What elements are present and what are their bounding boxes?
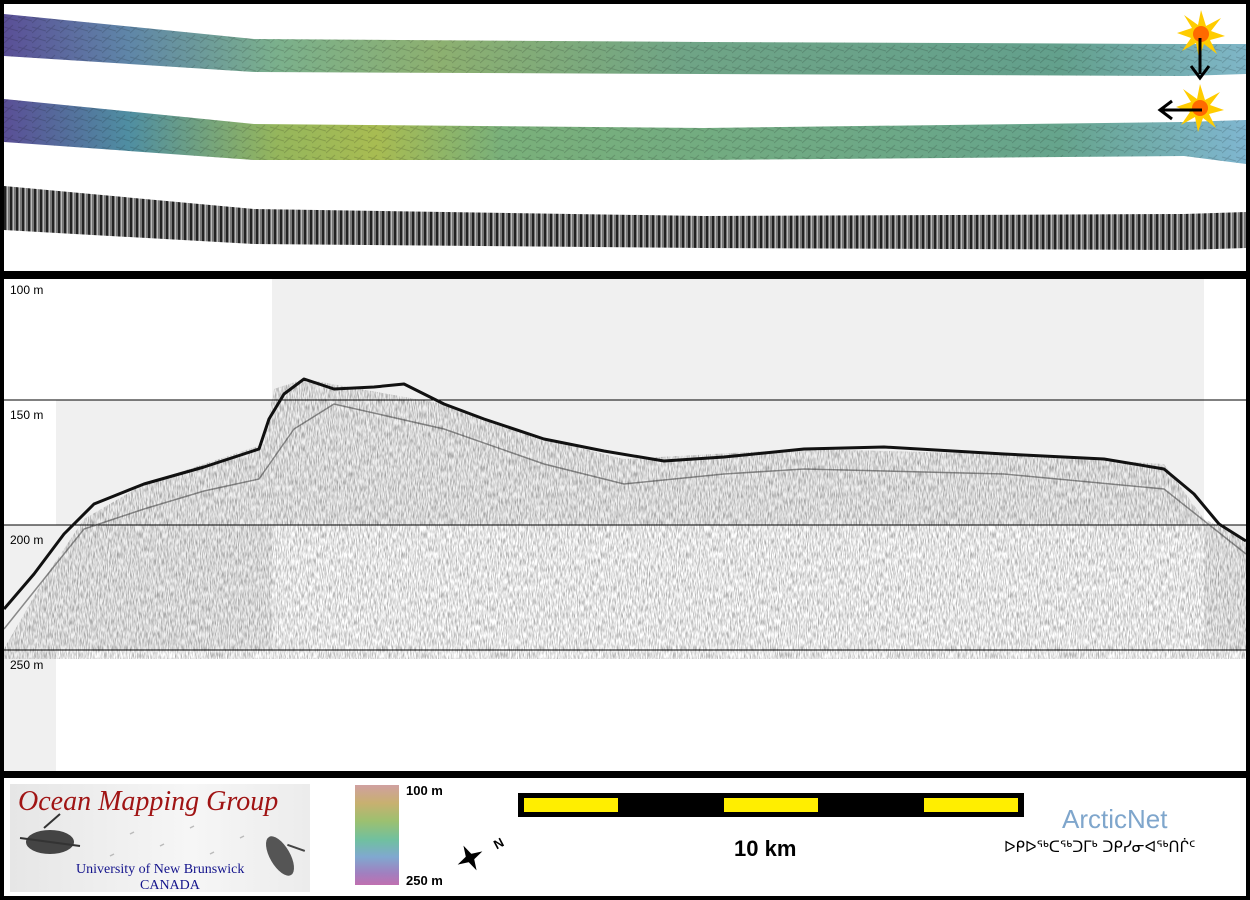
sonar-vehicle-icon	[266, 836, 306, 876]
swath-panel	[4, 4, 1246, 271]
legend-panel: Ocean Mapping Group University of New Br…	[4, 778, 1246, 896]
sidescan-strip	[4, 186, 1246, 250]
arcticnet-logo: ArcticNet	[1062, 804, 1168, 834]
omg-subtitle-country: CANADA	[140, 878, 200, 893]
colorbar-bottom-label: 250 m	[406, 873, 443, 888]
depth-label-100: 100 m	[10, 283, 44, 297]
profile-graphic	[4, 279, 1246, 771]
north-arrow-icon	[457, 845, 483, 871]
omg-logo: Ocean Mapping Group University of New Br…	[10, 784, 310, 893]
scale-bar-label: 10 km	[734, 836, 797, 861]
arcticnet-syllabics: ᐅᑭᐅᖅᑕᖅᑐᒥᒃ ᑐᑭᓯᓂᐊᖅᑎᒌᑦ	[1004, 838, 1196, 856]
depth-label-250: 250 m	[10, 658, 44, 672]
seafloor-reflector	[4, 377, 1246, 610]
omg-subtitle-university: University of New Brunswick	[76, 862, 245, 877]
swath-strips	[4, 10, 1246, 250]
sun-icon	[1177, 10, 1225, 58]
subbottom-profile-panel: 100 m 150 m 200 m 250 m	[4, 279, 1246, 771]
depth-colorbar	[355, 785, 399, 885]
sonar-vehicle-icon	[19, 813, 81, 854]
arrow-left-icon	[1157, 99, 1202, 121]
sun-icon	[1176, 84, 1224, 132]
colorbar-top-label: 100 m	[406, 783, 443, 798]
arrow-down-icon	[1189, 38, 1211, 81]
omg-title: Ocean Mapping Group	[18, 786, 279, 817]
scale-bar	[518, 793, 1024, 817]
depth-label-150: 150 m	[10, 408, 44, 422]
depth-label-200: 200 m	[10, 533, 44, 547]
